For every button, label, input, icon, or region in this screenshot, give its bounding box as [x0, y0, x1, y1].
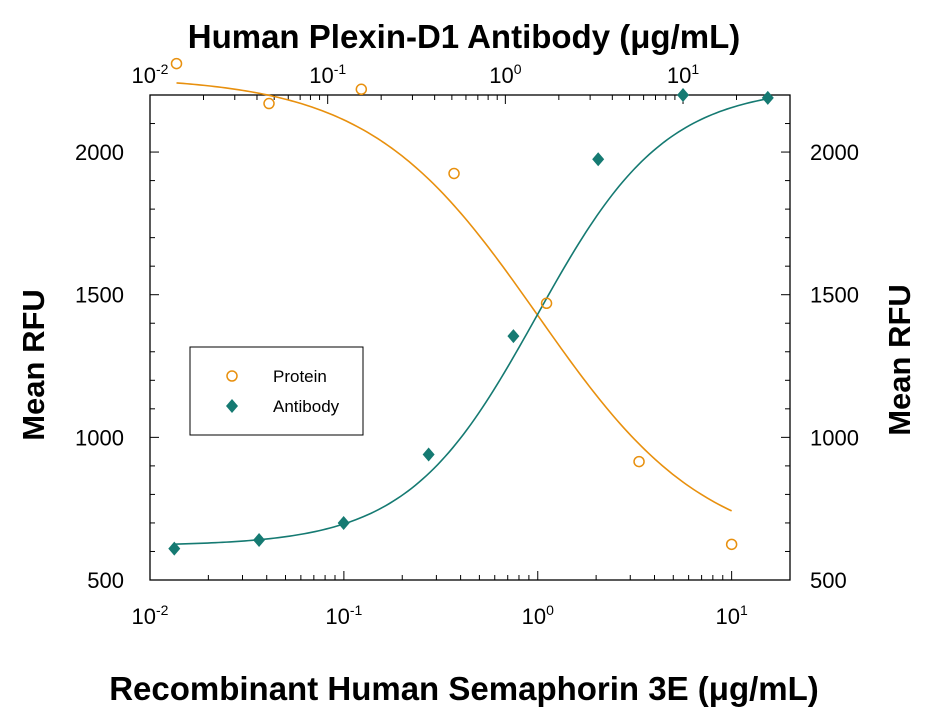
fit-curves: [174, 82, 768, 545]
legend-antibody-label: Antibody: [273, 397, 340, 416]
protein-point: [633, 455, 645, 468]
antibody-point: [592, 152, 605, 167]
legend-antibody-marker: [226, 399, 238, 413]
y-right-tick-label: 2000: [810, 140, 859, 165]
protein-point: [355, 83, 368, 96]
y-left-tick-label: 1500: [75, 283, 124, 308]
protein-point: [263, 97, 275, 110]
y-axis-ticks: 500 500 1000 1000 1500 1500 2000 2000: [75, 123, 859, 593]
y-right-tick-label: 500: [810, 568, 847, 593]
legend: Protein Antibody: [189, 346, 364, 436]
legend-protein-label: Protein: [273, 367, 327, 386]
antibody-point: [168, 541, 181, 556]
y-left-axis-title: Mean RFU: [16, 289, 51, 441]
top-tick-label: 100: [489, 61, 521, 88]
y-left-tick-label: 500: [87, 568, 124, 593]
top-tick-label: 10-1: [309, 61, 346, 88]
y-left-tick-label: 2000: [75, 140, 124, 165]
bottom-axis-ticks: 10-2 10-1 100 101: [132, 571, 791, 629]
legend-box: [189, 346, 364, 436]
antibody-point: [422, 447, 435, 462]
protein-point: [170, 57, 183, 70]
bottom-tick-label: 100: [522, 602, 554, 629]
bottom-tick-label: 10-2: [132, 602, 169, 629]
top-axis-title: Human Plexin-D1 Antibody (μg/mL): [188, 18, 740, 55]
antibody-fit-curve: [174, 97, 768, 545]
antibody-point: [507, 329, 520, 344]
y-right-axis-title: Mean RFU: [882, 284, 917, 436]
protein-point: [540, 297, 553, 310]
y-right-tick-label: 1000: [810, 425, 859, 450]
bottom-tick-label: 101: [715, 602, 747, 629]
bottom-axis-title: Recombinant Human Semaphorin 3E (μg/mL): [109, 670, 819, 707]
legend-protein-marker: [226, 370, 238, 382]
top-tick-label: 101: [667, 61, 699, 88]
bottom-tick-label: 10-1: [325, 602, 362, 629]
protein-point: [725, 538, 738, 551]
protein-point: [448, 167, 460, 180]
y-right-tick-label: 1500: [810, 283, 859, 308]
antibody-point: [677, 88, 690, 102]
top-tick-label: 10-2: [132, 61, 169, 88]
top-axis-ticks: 10-2 10-1 100 101: [132, 61, 791, 104]
data-points: [168, 57, 774, 556]
protein-fit-curve: [176, 82, 732, 512]
y-left-tick-label: 1000: [75, 425, 124, 450]
plot-frame: [149, 94, 791, 581]
antibody-point: [761, 90, 774, 105]
antibody-point: [337, 515, 350, 530]
antibody-point: [253, 533, 266, 548]
